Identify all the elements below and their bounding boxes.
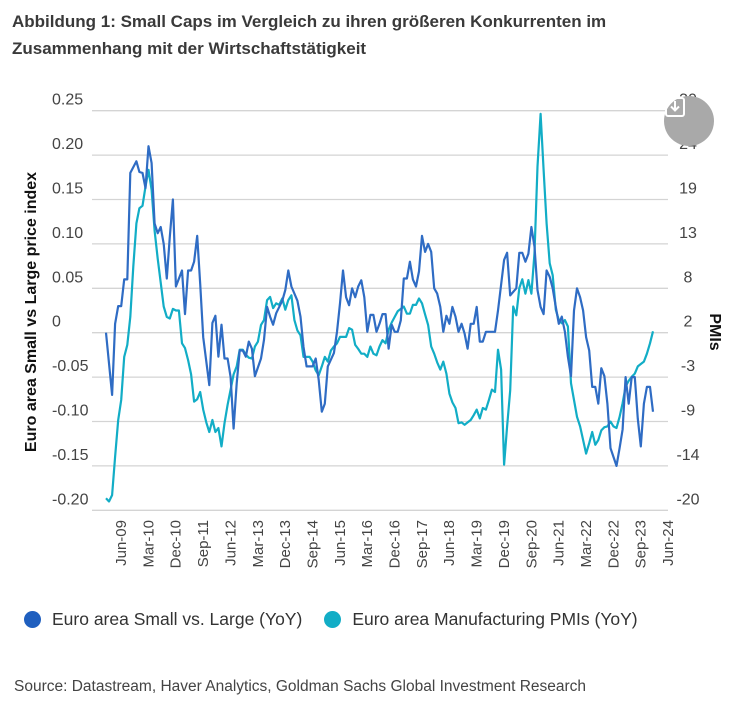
x-tick-label: Jun-18 xyxy=(441,520,458,566)
legend-item-pmi: Euro area Manufacturing PMIs (YoY) xyxy=(324,609,638,630)
series-line-pmi xyxy=(105,112,655,503)
chart-title: Abbildung 1: Small Caps im Vergleich zu … xyxy=(12,12,607,58)
right-tick-label: 8 xyxy=(684,269,693,286)
left-tick-label: 0.15 xyxy=(52,181,83,198)
left-tick-label: -0.15 xyxy=(52,447,89,464)
x-axis-ticks: Jun-09 Mar-10 Dec-10 Sep-11 Jun-12 Mar-13 Dec-… xyxy=(113,520,677,568)
x-tick-label: Sep-17 xyxy=(414,520,431,568)
left-tick-label: 0.05 xyxy=(52,269,83,286)
x-tick-label: Mar-16 xyxy=(359,520,376,568)
x-tick-label: Dec-16 xyxy=(387,520,404,568)
x-tick-label: Jun-21 xyxy=(551,520,568,566)
right-tick-label: -3 xyxy=(681,358,695,375)
legend-swatch-blue xyxy=(24,611,41,628)
x-tick-label: Mar-13 xyxy=(250,520,267,568)
x-tick-label: Dec-10 xyxy=(168,520,185,568)
left-tick-label: 0 xyxy=(52,314,61,331)
right-axis-label: PMIs xyxy=(706,313,723,350)
x-tick-label: Jun-15 xyxy=(332,520,349,566)
legend-item-small-vs-large: Euro area Small vs. Large (YoY) xyxy=(24,609,302,630)
left-tick-label: -0.20 xyxy=(52,491,89,508)
series-lines xyxy=(104,112,655,503)
download-icon xyxy=(665,97,685,117)
x-tick-label: Jun-09 xyxy=(113,520,130,566)
gridlines xyxy=(92,110,668,511)
series-line-small-vs-large xyxy=(104,145,655,467)
source-note: Source: Datastream, Haver Analytics, Gol… xyxy=(14,678,587,695)
x-tick-label: Sep-11 xyxy=(195,520,212,567)
left-axis-label: Euro area Small vs Large price index xyxy=(23,172,40,452)
left-tick-label: 0.10 xyxy=(52,225,83,242)
right-tick-label: 2 xyxy=(684,314,693,331)
x-tick-label: Jun-12 xyxy=(222,520,239,566)
x-tick-label: Dec-19 xyxy=(496,520,513,568)
x-tick-label: Sep-20 xyxy=(523,520,540,568)
left-tick-label: -0.10 xyxy=(52,403,89,420)
x-tick-label: Mar-19 xyxy=(469,520,486,568)
x-tick-label: Jun-24 xyxy=(660,520,677,566)
legend: Euro area Small vs. Large (YoY) Euro are… xyxy=(24,609,660,630)
x-tick-label: Dec-13 xyxy=(277,520,294,568)
left-tick-label: 0.20 xyxy=(52,136,83,153)
legend-swatch-cyan xyxy=(324,611,342,628)
x-tick-label: Sep-23 xyxy=(633,520,650,568)
left-axis-ticks: 0.25 0.20 0.15 0.10 0.05 0 -0.05 -0.10 -0.15 -0.2… xyxy=(52,92,89,509)
x-tick-label: Mar-22 xyxy=(578,520,595,568)
right-tick-label: -20 xyxy=(676,491,699,508)
right-tick-label: -9 xyxy=(681,403,695,420)
legend-label: Euro area Small vs. Large (YoY) xyxy=(52,609,303,629)
right-tick-label: -14 xyxy=(676,447,699,464)
x-tick-label: Dec-22 xyxy=(605,520,622,568)
left-tick-label: 0.25 xyxy=(52,92,83,109)
right-tick-label: 13 xyxy=(679,225,697,242)
x-tick-label: Mar-10 xyxy=(140,520,157,568)
right-tick-label: 19 xyxy=(679,181,697,198)
right-axis-ticks: 3024191382-3-9-14-20 xyxy=(676,92,699,509)
left-tick-label: -0.05 xyxy=(52,358,89,375)
legend-label: Euro area Manufacturing PMIs (YoY) xyxy=(352,609,638,629)
download-button[interactable] xyxy=(664,96,714,146)
x-tick-label: Sep-14 xyxy=(304,520,321,568)
